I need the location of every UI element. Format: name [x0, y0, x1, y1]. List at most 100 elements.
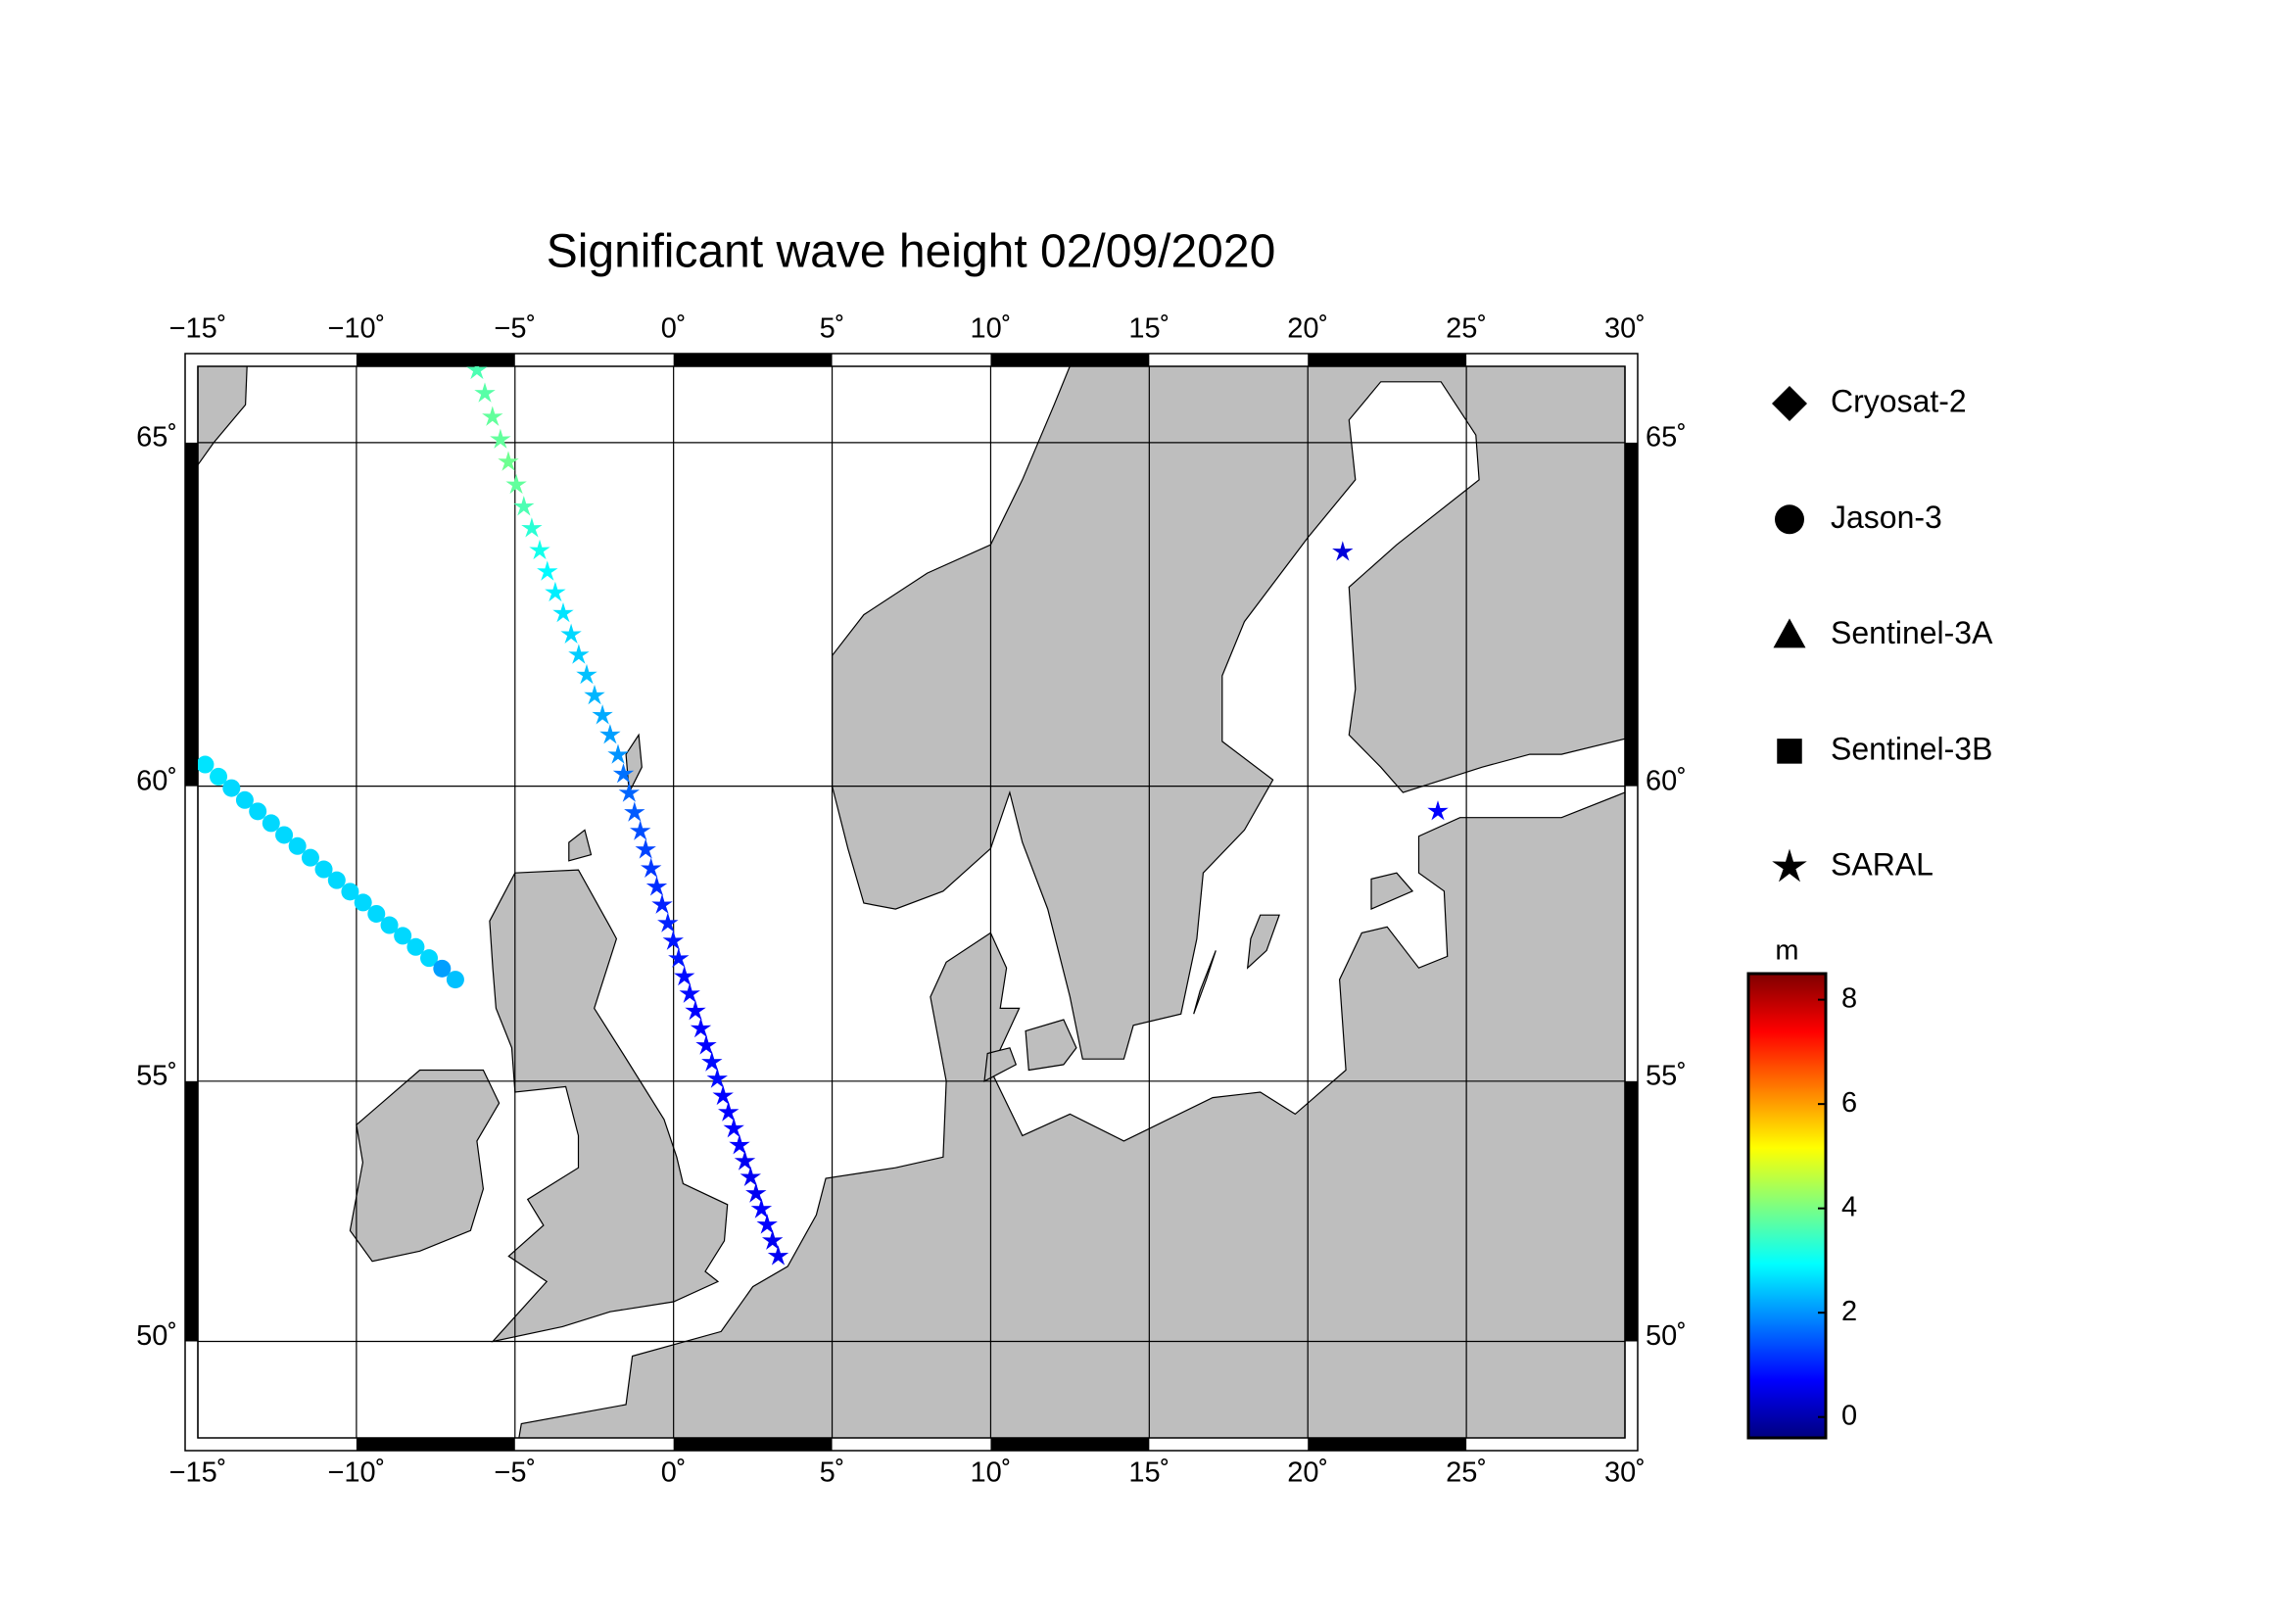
- track-point: [505, 473, 527, 495]
- colorbar-tick-label: 6: [1841, 1087, 1857, 1119]
- y-tick-label: 60˚: [1646, 765, 1687, 796]
- legend-marker: [1777, 739, 1802, 764]
- track-layer: [198, 366, 1449, 1266]
- legend-marker: [1772, 386, 1807, 421]
- track-point: [584, 685, 605, 705]
- colorbar-label: m: [1775, 935, 1798, 967]
- legend-marker: [1775, 504, 1804, 535]
- y-tick-label: 65˚: [1646, 422, 1687, 454]
- track-point: [674, 965, 695, 986]
- frame-bar: [1308, 1438, 1467, 1451]
- legend-label: Sentinel-3A: [1831, 615, 1993, 650]
- frame-bar: [185, 1080, 198, 1342]
- track-point: [420, 949, 439, 968]
- land: [518, 791, 1625, 1438]
- track-point: [635, 838, 656, 859]
- x-tick-label: −10˚: [327, 1457, 385, 1489]
- x-tick-label: 30˚: [1604, 1457, 1646, 1489]
- x-tick-label: 15˚: [1128, 313, 1169, 345]
- track-point: [327, 871, 346, 889]
- y-tick-label: 50˚: [1646, 1320, 1687, 1352]
- y-tick-label: 60˚: [136, 765, 177, 796]
- legend: Cryosat-2 Jason-3 Sentinel-3A Sentinel-3B SA…: [1772, 383, 1993, 883]
- track-point: [592, 704, 613, 725]
- track-point: [618, 782, 640, 802]
- x-tick-label: 5˚: [820, 1457, 845, 1489]
- track-point: [695, 1034, 717, 1055]
- track-point: [394, 927, 412, 945]
- track-point: [645, 876, 668, 896]
- frame-layer: −15˚ −15˚ −10˚ −10˚ −5˚ −5˚ 0˚ 0˚ 5˚ 5˚ 10˚ 10˚ 15˚ 1…: [136, 313, 1687, 1489]
- track-point: [662, 930, 684, 950]
- track-point: [521, 517, 543, 538]
- track-point: [474, 382, 496, 403]
- track-point: [701, 1051, 723, 1072]
- land: [349, 1069, 501, 1263]
- track-point: [745, 1182, 767, 1203]
- track-point: [568, 644, 590, 664]
- track-point: [723, 1118, 744, 1138]
- y-tick-label: 55˚: [1646, 1060, 1687, 1091]
- track-point: [1427, 800, 1449, 821]
- x-tick-label: 0˚: [661, 1457, 687, 1489]
- track-point: [498, 451, 519, 471]
- track-point: [767, 1245, 789, 1266]
- x-tick-label: 20˚: [1287, 313, 1328, 345]
- track-point: [288, 836, 307, 855]
- x-tick-label: −10˚: [327, 313, 385, 345]
- track-point: [529, 539, 550, 560]
- x-tick-label: 5˚: [820, 313, 845, 345]
- track-point: [734, 1150, 756, 1170]
- track-point: [630, 820, 651, 840]
- track-point: [537, 560, 558, 581]
- frame-bar: [356, 1438, 515, 1451]
- track-point: [668, 947, 690, 968]
- track-point: [354, 893, 372, 912]
- frame-bar: [990, 1438, 1150, 1451]
- land: [1025, 1019, 1077, 1072]
- x-tick-label: 25˚: [1446, 1457, 1487, 1489]
- legend-marker: [1773, 618, 1806, 648]
- x-tick-label: 10˚: [970, 1457, 1011, 1489]
- track-point: [249, 802, 267, 821]
- track-point: [513, 496, 535, 516]
- x-tick-label: 25˚: [1446, 313, 1487, 345]
- track-point: [657, 912, 679, 932]
- land: [568, 829, 593, 862]
- track-point: [718, 1101, 740, 1122]
- frame-bar: [673, 354, 833, 366]
- track-point: [433, 959, 452, 978]
- colorbar-tick-label: 8: [1841, 982, 1857, 1014]
- land: [831, 366, 1625, 1060]
- x-tick-label: 30˚: [1604, 313, 1646, 345]
- y-tick-label: 50˚: [136, 1320, 177, 1352]
- track-point: [198, 755, 215, 774]
- frame-bar: [356, 354, 515, 366]
- track-point: [545, 581, 566, 602]
- x-tick-label: −5˚: [494, 1457, 536, 1489]
- x-tick-label: 15˚: [1128, 1457, 1169, 1489]
- track-point: [599, 724, 621, 744]
- land: [489, 869, 729, 1343]
- track-point: [406, 937, 425, 956]
- track-point: [560, 623, 582, 644]
- track-point: [576, 663, 597, 685]
- track-point: [712, 1084, 734, 1106]
- track-point: [706, 1068, 728, 1088]
- y-tick-label: 55˚: [136, 1060, 177, 1091]
- chart-title: Significant wave height 02/09/2020: [547, 226, 1276, 278]
- frame-bar: [990, 354, 1150, 366]
- colorbar-scale: [1746, 972, 1828, 1440]
- colorbar-tick-label: 2: [1841, 1296, 1857, 1327]
- track-point: [482, 406, 503, 426]
- x-tick-label: −5˚: [494, 313, 536, 345]
- frame-bar: [673, 1438, 833, 1451]
- track-point: [341, 883, 359, 901]
- track-point: [301, 848, 319, 867]
- land: [1370, 872, 1414, 911]
- legend-label: SARAL: [1831, 847, 1933, 883]
- track-point: [222, 779, 241, 797]
- track-point: [641, 857, 662, 878]
- track-point: [756, 1214, 778, 1234]
